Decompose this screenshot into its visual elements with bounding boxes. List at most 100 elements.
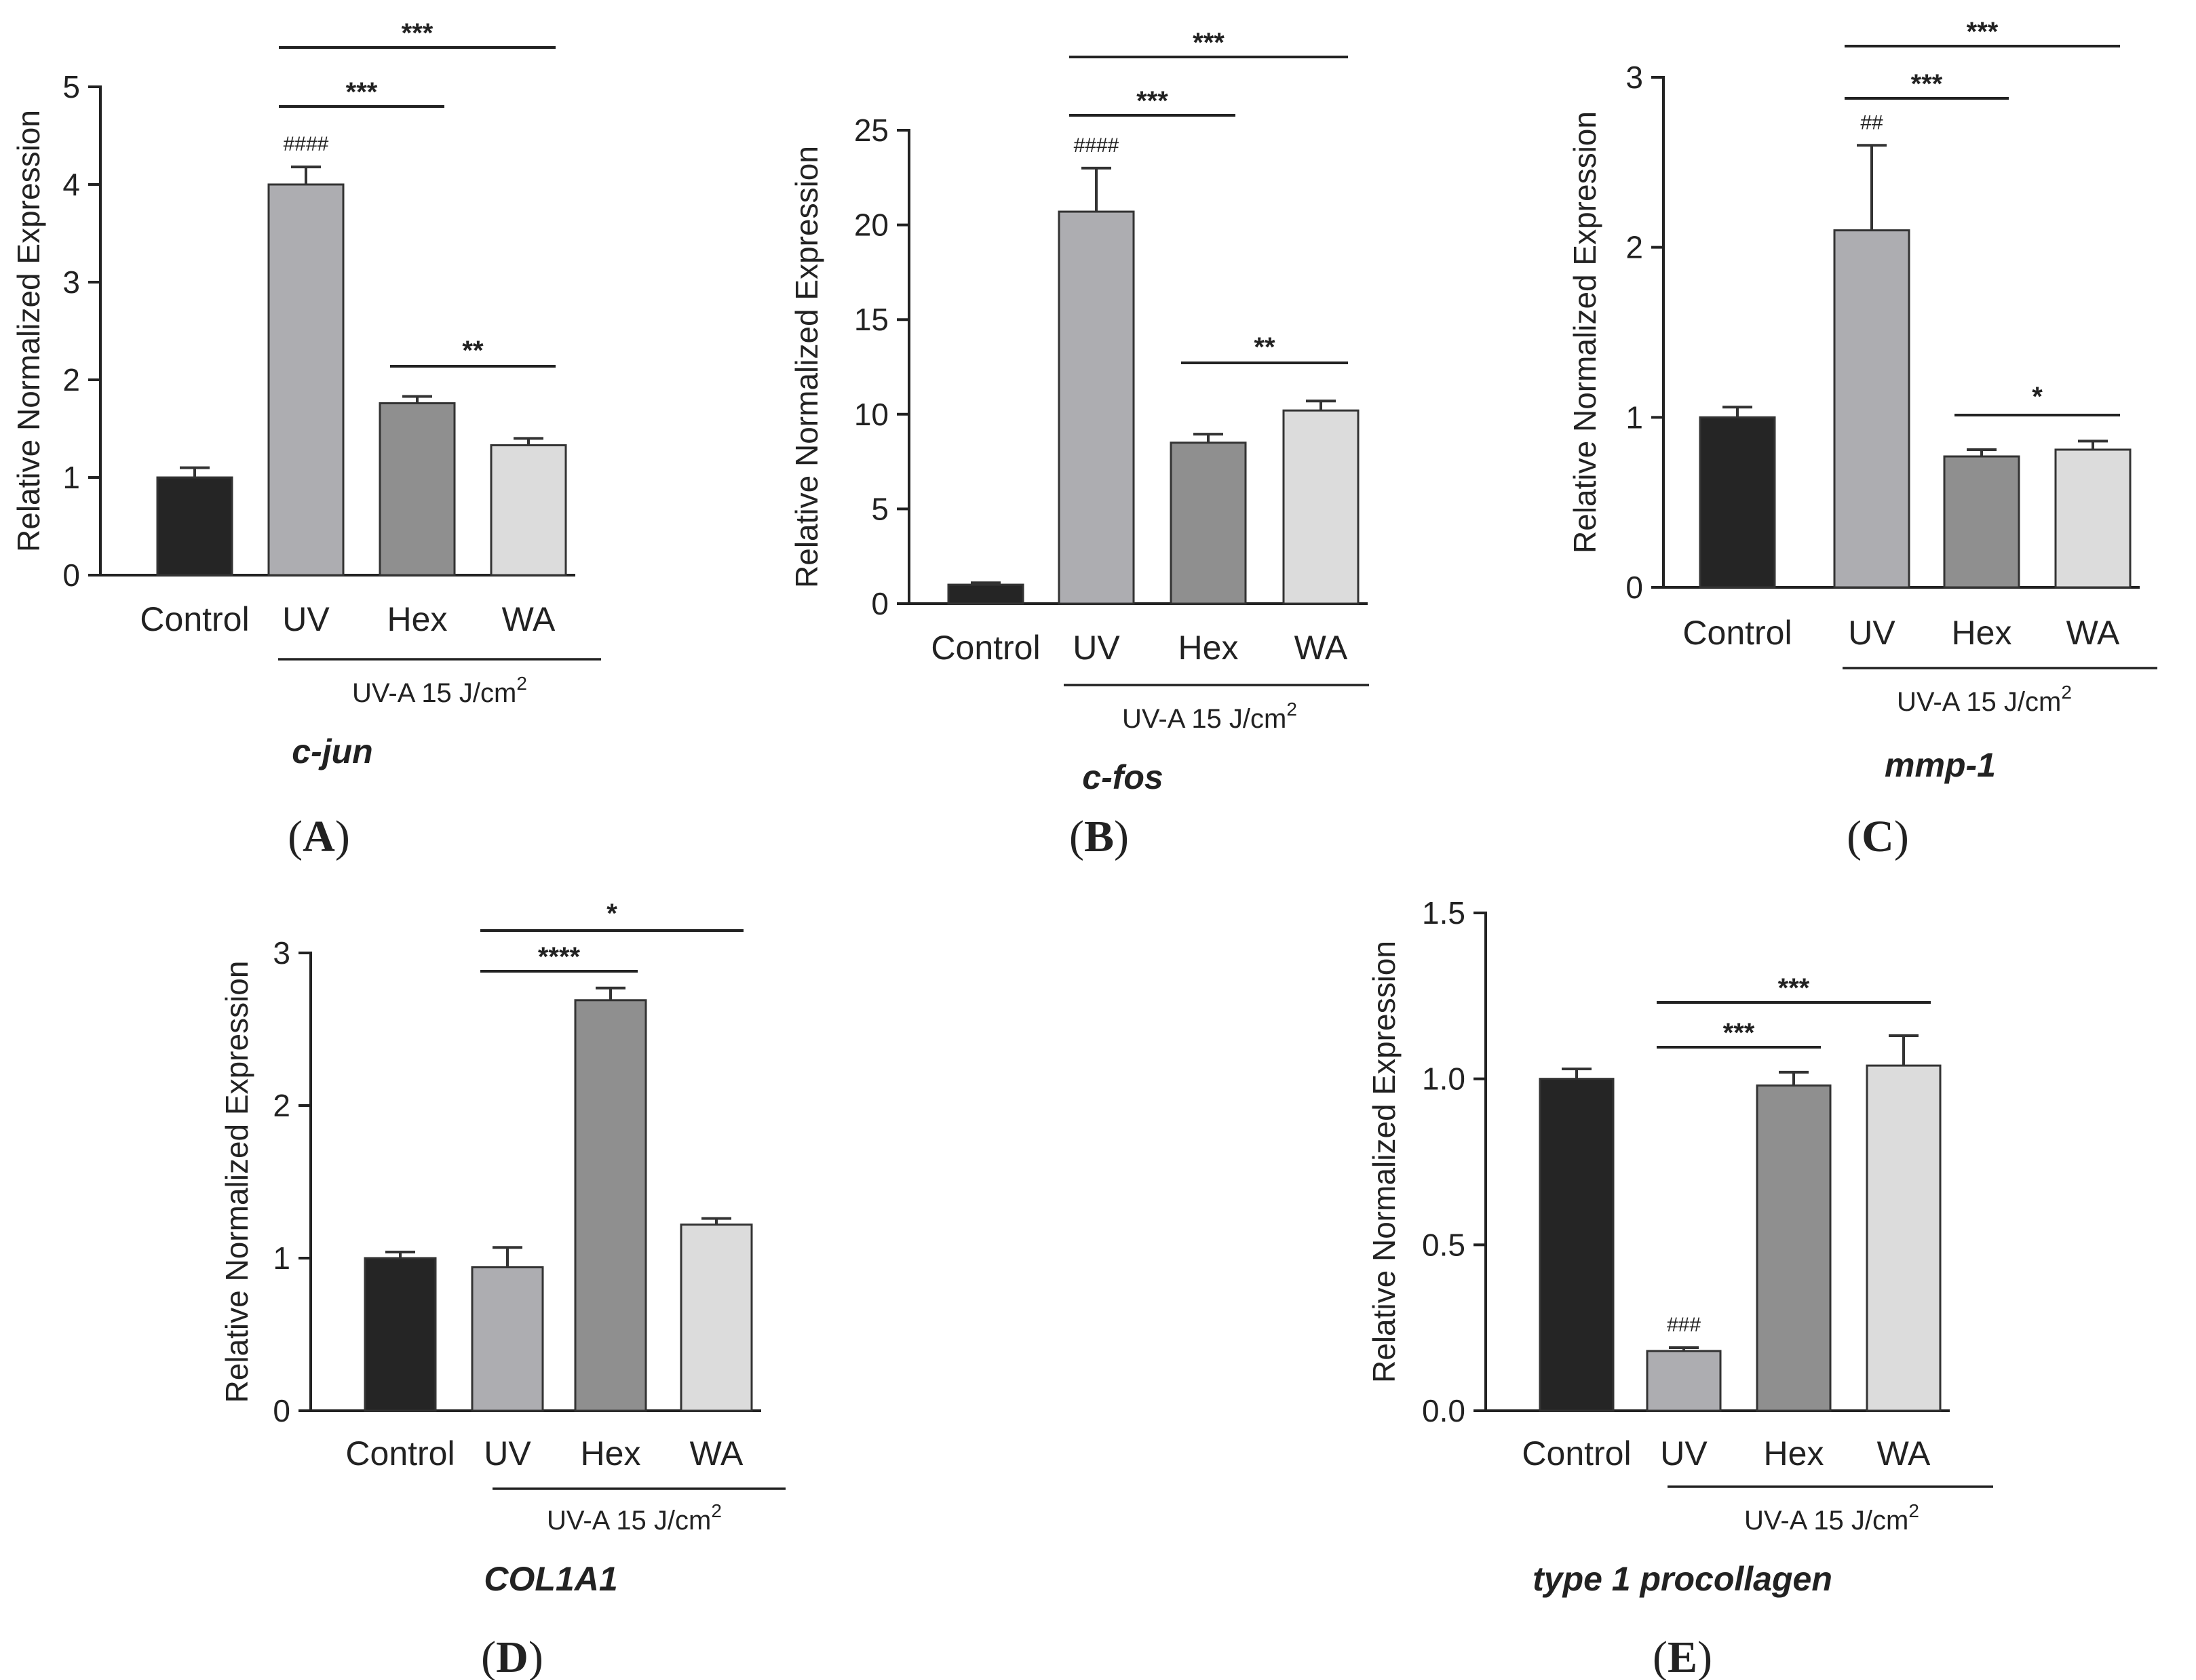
significance-label: ***: [1193, 28, 1225, 58]
y-tick-label: 3: [1625, 60, 1643, 95]
category-label-control: Control: [345, 1434, 455, 1472]
significance-label: ***: [1911, 69, 1943, 99]
category-label-hex: Hex: [387, 600, 448, 638]
panel-letter-open: (: [1847, 812, 1862, 861]
group-label-superscript: 2: [516, 673, 527, 694]
significance-label: *: [2032, 382, 2043, 412]
significance-label: ***: [1778, 973, 1810, 1003]
hash-mark: ###: [1667, 1314, 1701, 1336]
y-tick-label: 2: [273, 1088, 290, 1123]
chart-title: c-jun: [292, 732, 372, 770]
panel-letter-text: C: [1862, 812, 1894, 861]
panel-letter-close: ): [1894, 812, 1909, 861]
y-tick-label: 0: [1625, 570, 1643, 605]
category-label-uv: UV: [1660, 1434, 1708, 1472]
group-label: UV-A 15 J/cm2: [547, 1500, 722, 1536]
group-label: UV-A 15 J/cm2: [352, 673, 527, 708]
category-label-uv: UV: [282, 600, 330, 638]
category-label-control: Control: [140, 600, 249, 638]
chart-panel-b: 0 5 10 15 20 25 Relative Normalized Expression…: [789, 28, 1369, 861]
bar-uv: [471, 1266, 544, 1412]
chart-title: type 1 procollagen: [1533, 1560, 1832, 1598]
y-tick-label: 2: [1625, 230, 1643, 265]
bar-hex: [379, 402, 456, 577]
chart-panel-a: 0 1 2 3 4 5 Relative Normalized Expression Cont…: [11, 18, 601, 861]
panel-letter: (D): [481, 1633, 543, 1680]
y-axis-label: Relative Normalized Expression: [219, 961, 254, 1403]
y-tick-label: 0: [871, 586, 889, 621]
significance-label: **: [462, 336, 484, 366]
y-tick-label: 1.0: [1422, 1061, 1465, 1097]
hash-mark: ##: [1860, 111, 1883, 134]
significance-label: ***: [346, 77, 378, 107]
chart-title: c-fos: [1082, 758, 1163, 796]
category-label-control: Control: [931, 629, 1040, 667]
panel-letter: (B): [1069, 812, 1129, 861]
group-label: UV-A 15 J/cm2: [1897, 682, 2072, 717]
panel-letter-close: ): [1697, 1633, 1712, 1680]
y-axis-label: Relative Normalized Expression: [1366, 941, 1402, 1383]
bar-control: [1699, 416, 1776, 589]
panel-letter-close: ): [1114, 812, 1129, 861]
bar-uv: [1833, 229, 1910, 589]
category-label-control: Control: [1682, 614, 1792, 652]
bar-wa: [1866, 1064, 1942, 1412]
panel-letter: (A): [288, 812, 350, 861]
y-tick-label: 1: [273, 1241, 290, 1276]
category-label-hex: Hex: [1764, 1434, 1824, 1472]
significance-label: *: [606, 899, 617, 929]
hash-mark: ####: [1074, 134, 1119, 157]
y-axis-label: Relative Normalized Expression: [1567, 111, 1602, 553]
y-tick-label: 15: [854, 302, 889, 337]
bar-control: [364, 1257, 437, 1412]
group-label-superscript: 2: [711, 1500, 722, 1521]
panel-letter-open: (: [1653, 1633, 1668, 1680]
bar-hex: [574, 999, 647, 1412]
significance-label: ****: [538, 942, 581, 972]
significance-label: ***: [1967, 17, 1999, 47]
significance-label: ***: [1723, 1018, 1755, 1048]
category-label-hex: Hex: [1952, 614, 2012, 652]
significance-label: **: [1254, 332, 1275, 362]
y-tick-label: 1: [62, 460, 80, 495]
y-tick-label: 1.5: [1422, 895, 1465, 931]
y-tick-label: 1: [1625, 399, 1643, 435]
category-label-uv: UV: [1848, 614, 1895, 652]
panel-letter-text: E: [1668, 1633, 1697, 1680]
bar-wa: [490, 444, 567, 577]
panel-letter: (E): [1653, 1633, 1712, 1680]
category-label-control: Control: [1522, 1434, 1631, 1472]
chart-panel-c: 0 1 2 3 Relative Normalized Expression Contro…: [1567, 17, 2157, 861]
y-axis-label: Relative Normalized Expression: [789, 146, 824, 588]
bar-hex: [1943, 455, 2020, 589]
panel-letter-open: (: [481, 1633, 496, 1680]
y-tick-label: 3: [62, 265, 80, 300]
bar-uv: [1058, 210, 1135, 605]
y-axis-label: Relative Normalized Expression: [11, 110, 46, 552]
category-label-uv: UV: [484, 1434, 531, 1472]
panel-letter-text: D: [496, 1633, 528, 1680]
category-label-wa: WA: [2066, 614, 2120, 652]
category-label-hex: Hex: [1178, 629, 1239, 667]
y-tick-label: 10: [854, 397, 889, 432]
y-tick-label: 25: [854, 113, 889, 148]
y-tick-label: 3: [273, 935, 290, 971]
y-tick-label: 20: [854, 208, 889, 243]
group-label-superscript: 2: [2061, 682, 2072, 703]
y-tick-label: 5: [62, 69, 80, 104]
panel-letter-open: (: [288, 812, 303, 861]
group-label-text: UV-A 15 J/cm: [547, 1506, 711, 1536]
y-tick-label: 0: [273, 1393, 290, 1428]
category-label-wa: WA: [1294, 629, 1348, 667]
bar-control: [947, 583, 1024, 605]
chart-panel-d: 0 1 2 3 Relative Normalized Expression Contro…: [219, 899, 786, 1680]
bar-uv: [1646, 1350, 1722, 1412]
panel-letter-close: ): [335, 812, 350, 861]
category-label-uv: UV: [1073, 629, 1120, 667]
chart-title: mmp-1: [1885, 746, 1996, 784]
bar-hex: [1756, 1084, 1832, 1412]
chart-panel-e: 0.0 0.5 1.0 1.5 Relative Normalized Expressi…: [1366, 895, 1993, 1680]
y-tick-label: 0.0: [1422, 1393, 1465, 1428]
bar-control: [156, 476, 233, 577]
